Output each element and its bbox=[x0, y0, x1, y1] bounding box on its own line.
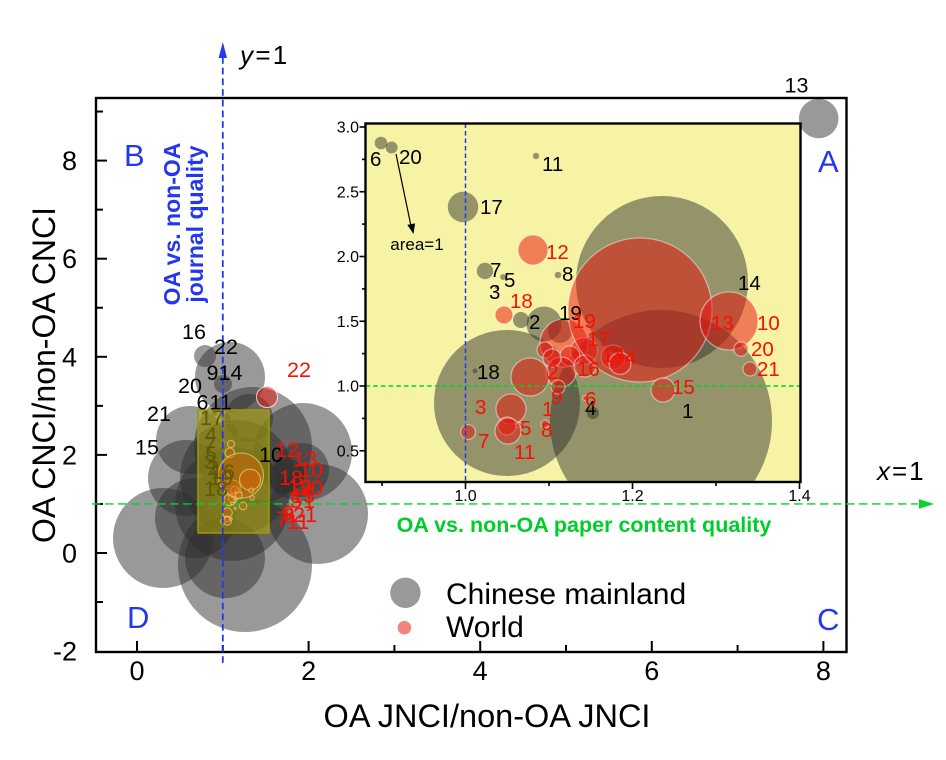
svg-text:6: 6 bbox=[585, 388, 596, 411]
svg-text:2: 2 bbox=[529, 311, 540, 334]
svg-text:19: 19 bbox=[559, 302, 582, 325]
svg-text:x=1: x=1 bbox=[875, 456, 926, 486]
svg-text:4: 4 bbox=[473, 656, 488, 686]
svg-text:11: 11 bbox=[514, 441, 535, 464]
svg-text:11: 11 bbox=[287, 510, 309, 534]
svg-text:1.2: 1.2 bbox=[621, 488, 643, 505]
svg-text:20: 20 bbox=[399, 146, 422, 169]
svg-text:A: A bbox=[818, 144, 839, 179]
svg-text:9: 9 bbox=[551, 386, 562, 409]
svg-text:11: 11 bbox=[210, 391, 232, 415]
svg-text:y=1: y=1 bbox=[238, 40, 290, 70]
svg-text:OA vs. non-OA paper content qu: OA vs. non-OA paper content quality bbox=[397, 513, 772, 537]
svg-text:6: 6 bbox=[62, 244, 77, 274]
svg-text:6: 6 bbox=[644, 656, 659, 686]
svg-text:1: 1 bbox=[303, 489, 315, 513]
svg-text:17: 17 bbox=[480, 196, 503, 219]
svg-text:8: 8 bbox=[562, 263, 573, 286]
svg-text:15: 15 bbox=[672, 376, 695, 399]
svg-text:10: 10 bbox=[757, 312, 780, 335]
svg-text:0: 0 bbox=[129, 656, 144, 686]
svg-text:7: 7 bbox=[490, 259, 501, 282]
svg-text:1: 1 bbox=[682, 400, 693, 423]
svg-text:10: 10 bbox=[299, 458, 323, 482]
svg-text:18: 18 bbox=[279, 466, 303, 490]
svg-text:14: 14 bbox=[219, 361, 243, 385]
svg-text:9: 9 bbox=[282, 501, 294, 525]
svg-text:21: 21 bbox=[147, 402, 171, 426]
svg-text:13: 13 bbox=[785, 74, 809, 98]
svg-text:21: 21 bbox=[293, 503, 317, 527]
svg-text:10: 10 bbox=[259, 443, 283, 467]
svg-text:8: 8 bbox=[541, 419, 552, 442]
svg-text:9: 9 bbox=[207, 361, 219, 385]
svg-text:13: 13 bbox=[711, 312, 734, 335]
svg-text:22: 22 bbox=[287, 358, 311, 382]
svg-text:12: 12 bbox=[275, 438, 299, 462]
svg-text:2: 2 bbox=[62, 440, 77, 470]
svg-text:1.0: 1.0 bbox=[454, 488, 476, 505]
svg-text:20: 20 bbox=[751, 338, 774, 361]
svg-text:15: 15 bbox=[291, 484, 315, 508]
svg-text:World: World bbox=[446, 611, 524, 644]
svg-text:8: 8 bbox=[283, 504, 295, 528]
svg-text:-2: -2 bbox=[53, 637, 77, 667]
svg-text:19: 19 bbox=[288, 475, 312, 499]
svg-text:12: 12 bbox=[546, 241, 569, 264]
svg-text:22: 22 bbox=[214, 335, 238, 359]
svg-text:13: 13 bbox=[293, 447, 317, 471]
svg-text:7: 7 bbox=[276, 507, 288, 531]
svg-text:0: 0 bbox=[62, 539, 77, 569]
svg-text:4: 4 bbox=[62, 342, 77, 372]
svg-text:B: B bbox=[124, 138, 145, 173]
svg-text:6: 6 bbox=[197, 391, 209, 415]
svg-text:6: 6 bbox=[370, 148, 381, 171]
svg-text:area=1: area=1 bbox=[390, 235, 443, 254]
svg-text:8: 8 bbox=[816, 656, 831, 686]
svg-text:16: 16 bbox=[182, 320, 206, 344]
svg-text:OA CNCI/non-OA CNCI: OA CNCI/non-OA CNCI bbox=[26, 207, 62, 543]
svg-text:5: 5 bbox=[520, 417, 531, 440]
svg-text:19: 19 bbox=[573, 310, 596, 333]
svg-text:7: 7 bbox=[478, 430, 489, 453]
svg-text:18: 18 bbox=[510, 290, 533, 313]
svg-text:OA vs. non-OA: OA vs. non-OA bbox=[159, 143, 185, 306]
svg-text:3.0: 3.0 bbox=[337, 120, 359, 137]
svg-text:14: 14 bbox=[738, 272, 761, 295]
svg-text:C: C bbox=[817, 602, 839, 637]
svg-text:5: 5 bbox=[504, 269, 515, 292]
svg-text:Chinese mainland: Chinese mainland bbox=[446, 578, 686, 611]
svg-text:8: 8 bbox=[62, 146, 77, 176]
svg-text:5: 5 bbox=[290, 489, 302, 513]
svg-text:17: 17 bbox=[587, 328, 610, 351]
svg-text:D: D bbox=[127, 600, 149, 635]
svg-text:20: 20 bbox=[178, 374, 202, 398]
svg-text:journal quality: journal quality bbox=[182, 145, 208, 303]
svg-text:2: 2 bbox=[301, 656, 316, 686]
svg-text:4: 4 bbox=[585, 397, 596, 420]
svg-text:1.5: 1.5 bbox=[337, 314, 359, 331]
svg-text:2: 2 bbox=[547, 361, 558, 384]
svg-text:20: 20 bbox=[299, 476, 323, 500]
svg-text:14: 14 bbox=[602, 344, 625, 367]
svg-text:0.5: 0.5 bbox=[337, 443, 359, 460]
svg-text:11: 11 bbox=[542, 153, 563, 176]
svg-text:3: 3 bbox=[475, 396, 486, 419]
svg-text:1: 1 bbox=[542, 398, 553, 421]
svg-text:15: 15 bbox=[135, 436, 159, 460]
svg-text:18: 18 bbox=[477, 361, 500, 384]
svg-text:2.0: 2.0 bbox=[337, 249, 359, 266]
svg-text:2.5: 2.5 bbox=[337, 184, 359, 201]
svg-text:1.0: 1.0 bbox=[337, 379, 359, 396]
svg-text:3: 3 bbox=[489, 281, 500, 304]
svg-text:21: 21 bbox=[757, 358, 780, 381]
svg-text:OA JNCI/non-OA JNCI: OA JNCI/non-OA JNCI bbox=[324, 698, 651, 734]
svg-text:16: 16 bbox=[577, 358, 600, 381]
svg-text:1.4: 1.4 bbox=[788, 488, 810, 505]
svg-text:4: 4 bbox=[625, 346, 636, 369]
